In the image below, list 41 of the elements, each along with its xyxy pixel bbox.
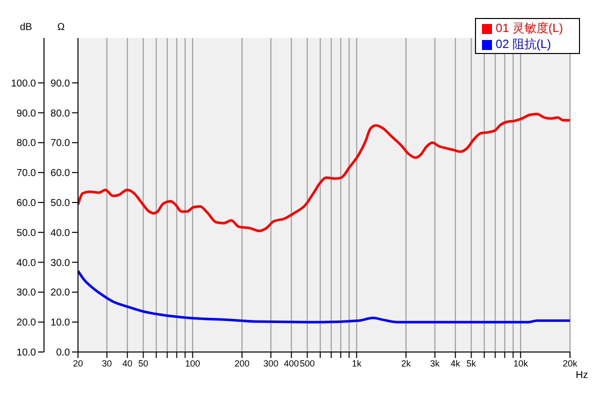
y2-tick-label: 10.0 [16,348,36,359]
y2-tick-label: 70.0 [16,168,36,180]
y2-tick-label: 30.0 [16,288,36,299]
x-tick-label: 400 [284,358,299,368]
x-tick-label: 50 [138,358,148,368]
legend-label: 01 灵敏度(L) [496,21,563,35]
x-tick-label: 30 [102,358,112,368]
y-tick-label: 70.0 [50,138,70,150]
x-tick-label: 20k [562,358,578,368]
y-tick-label: 90.0 [50,78,70,90]
y-tick-label: 60.0 [50,168,70,180]
x-axis-title: Hz [576,370,588,381]
x-tick-label: 20 [72,358,84,368]
y-tick-label: 0.0 [56,348,70,359]
legend-label: 02 阻抗(L) [496,37,551,51]
x-tick-label: 10k [513,358,528,368]
y2-tick-label: 50.0 [16,228,36,239]
x-tick-label: 500 [300,358,315,368]
y2-axis-title: dB [20,22,32,33]
y2-tick-label: 100.0 [10,78,36,90]
x-tick-label: 2k [401,358,412,368]
y-tick-label: 50.0 [50,198,70,210]
x-tick-label: 100 [185,358,200,368]
y2-tick-label: 60.0 [16,198,36,210]
x-tick-label: 5k [466,358,477,368]
y-tick-label: 40.0 [50,228,70,239]
x-tick-label: 4k [450,358,461,368]
x-tick-label: 1k [352,358,362,368]
x-tick-label: 200 [234,358,250,368]
y-axis-title: Ω [57,22,66,33]
y-tick-label: 80.0 [50,108,70,120]
y2-tick-label: 80.0 [16,138,36,150]
x-tick-label: 40 [122,358,132,368]
x-tick-label: 3k [430,358,440,368]
x-tick-label: 300 [263,358,278,368]
y-tick-label: 30.0 [50,258,70,269]
y2-tick-label: 40.0 [16,258,36,269]
y-tick-label: 10.0 [50,318,70,329]
y2-tick-label: 90.0 [16,108,36,120]
y2-tick-label: 20.0 [16,318,36,329]
y-tick-label: 20.0 [50,288,70,299]
